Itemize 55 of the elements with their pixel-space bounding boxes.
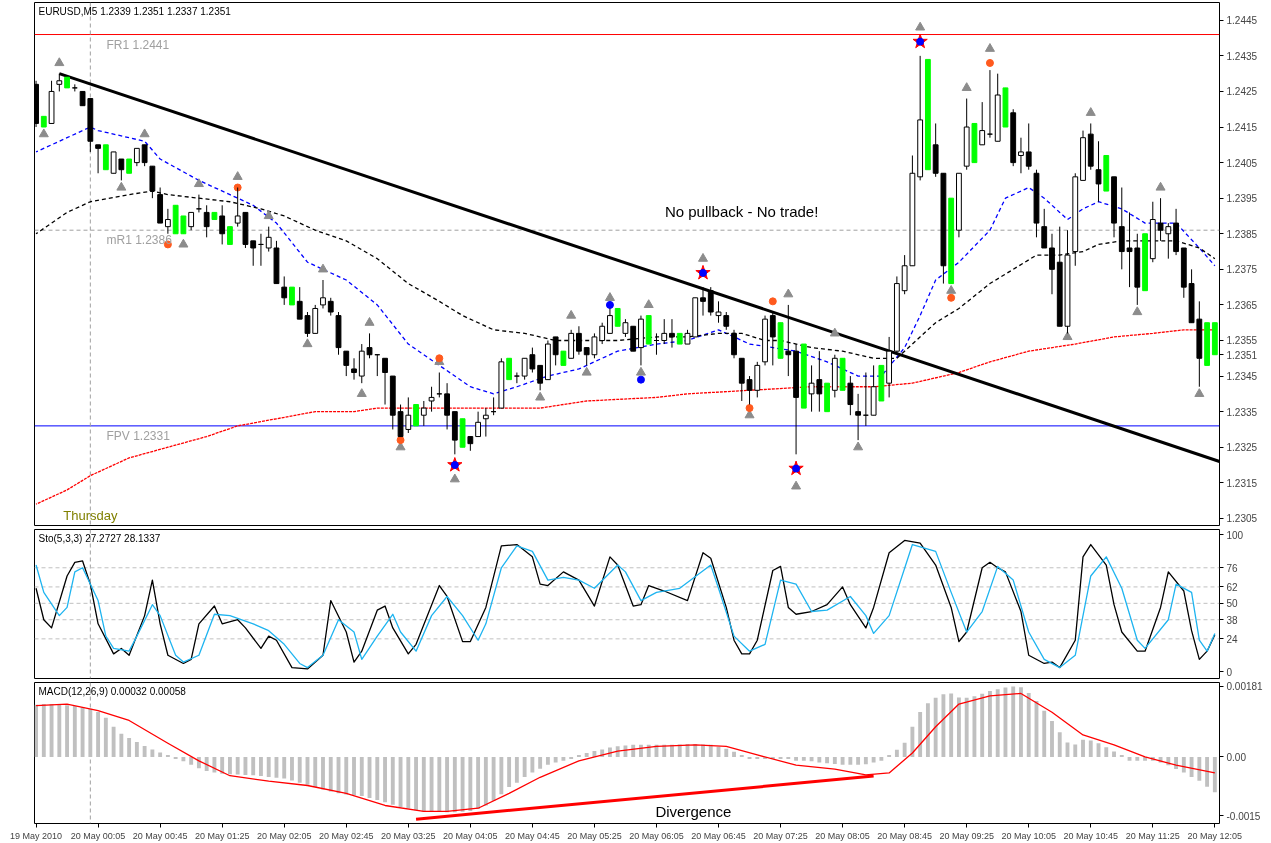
y-tick-label: 1.2385 <box>1226 228 1258 240</box>
y-tick-label: 1.2435 <box>1226 50 1258 62</box>
y-tick-label: 1.2365 <box>1226 299 1258 311</box>
x-tick-label: 20 May 06:45 <box>691 830 746 841</box>
y-tick-label: 1.2305 <box>1226 513 1258 525</box>
y-tick-label: 1.2375 <box>1226 264 1258 276</box>
y-tick-label: 62 <box>1226 581 1239 593</box>
ref-line-label: FR1 1.2441 <box>106 37 170 52</box>
chart-title: EURUSD,M5 1.2339 1.2351 1.2337 1.2351 <box>38 5 232 17</box>
x-tick-label: 20 May 08:05 <box>815 830 870 841</box>
y-tick-label: 1.2345 <box>1226 371 1258 383</box>
x-tick-label: 20 May 12:05 <box>1187 830 1243 841</box>
annotation: No pullback - No trade! <box>664 203 819 221</box>
y-tick-label: 1.2405 <box>1226 157 1258 169</box>
x-tick-label: 20 May 07:25 <box>753 830 808 841</box>
annotation: Divergence <box>655 803 732 821</box>
x-tick-label: 20 May 10:05 <box>1001 830 1056 841</box>
y-tick-label: 1.2335 <box>1226 406 1258 418</box>
x-tick-label: 20 May 10:45 <box>1063 830 1119 841</box>
y-tick-label: 24 <box>1226 633 1239 645</box>
x-tick-label: 20 May 02:45 <box>318 830 374 841</box>
ref-line-label: FPV 1.2331 <box>106 428 171 443</box>
x-tick-label: 20 May 04:45 <box>505 830 560 841</box>
y-tick-label: 0 <box>1226 666 1233 678</box>
ref-line-label: mR1 1.2386 <box>106 233 173 248</box>
y-tick-label: 1.2395 <box>1226 193 1258 205</box>
x-tick-label: 20 May 05:25 <box>567 830 622 841</box>
y-tick-label: 50 <box>1226 598 1239 610</box>
ref-line-label: Thursday <box>63 507 118 523</box>
y-tick-label: 0.00181 <box>1226 681 1264 693</box>
y-tick-label: 100 <box>1226 529 1244 541</box>
y-tick-label: -0.0015 <box>1226 810 1261 822</box>
y-tick-label: 1.2415 <box>1226 122 1258 134</box>
x-tick-label: 19 May 2010 <box>10 830 63 841</box>
y-tick-label: 76 <box>1226 562 1239 574</box>
y-tick-label: 1.2355 <box>1226 335 1258 347</box>
y-tick-label: 0.00 <box>1226 751 1247 763</box>
x-tick-label: 20 May 08:45 <box>877 830 932 841</box>
x-tick-label: 20 May 00:45 <box>132 830 188 841</box>
x-tick-label: 20 May 11:25 <box>1125 830 1180 841</box>
y-tick-label: 1.2445 <box>1226 15 1258 27</box>
y-tick-label: 1.2315 <box>1226 477 1258 489</box>
x-tick-label: 20 May 02:05 <box>256 830 312 841</box>
y-tick-label: 38 <box>1226 614 1239 626</box>
x-tick-label: 20 May 06:05 <box>629 830 684 841</box>
x-tick-label: 20 May 03:25 <box>381 830 436 841</box>
chart-title: MACD(12,26,9) 0.00032 0.00058 <box>38 685 187 697</box>
chart-title: Sto(5,3,3) 27.2727 28.1337 <box>38 532 161 544</box>
y-tick-label: 1.2425 <box>1226 86 1258 98</box>
y-tick-label: 1.2351 <box>1226 349 1258 361</box>
x-tick-label: 20 May 01:25 <box>194 830 250 841</box>
y-tick-label: 1.2325 <box>1226 442 1258 454</box>
x-tick-label: 20 May 04:05 <box>443 830 498 841</box>
x-tick-label: 20 May 09:25 <box>939 830 994 841</box>
x-tick-label: 20 May 00:05 <box>70 830 126 841</box>
